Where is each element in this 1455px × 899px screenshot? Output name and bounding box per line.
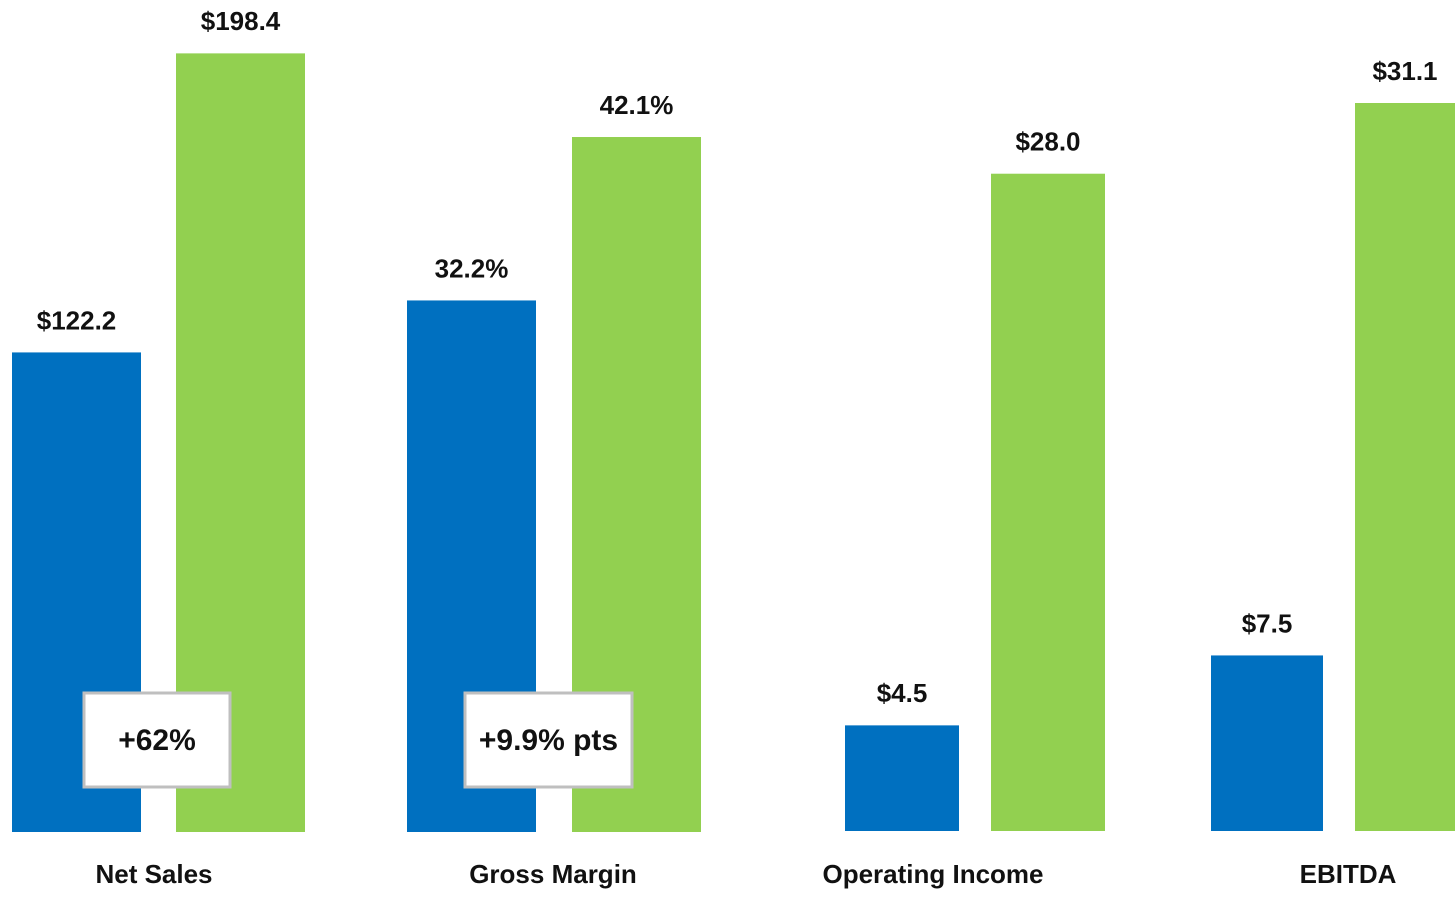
value-label: $122.2	[37, 305, 117, 335]
value-label: 42.1%	[600, 90, 674, 120]
bar	[1211, 655, 1323, 831]
annotation-box	[463, 691, 634, 789]
value-label: $198.4	[201, 6, 281, 36]
annotation: +62%	[118, 724, 196, 757]
annotation: +9.9% pts	[479, 724, 618, 757]
value-label: $7.5	[1242, 608, 1293, 638]
value-label: $31.1	[1372, 56, 1437, 86]
value-label: 32.2%	[435, 253, 509, 283]
category-label: EBITDA	[1300, 859, 1397, 889]
category-label: Gross Margin	[469, 859, 637, 889]
category-label: Operating Income	[822, 859, 1043, 889]
bar	[991, 173, 1105, 832]
value-label: $28.0	[1015, 127, 1080, 157]
bar	[1355, 102, 1455, 831]
bar	[845, 725, 959, 831]
category-label: Net Sales	[95, 859, 212, 889]
value-label: $4.5	[877, 678, 928, 708]
annotation-box	[82, 691, 232, 789]
